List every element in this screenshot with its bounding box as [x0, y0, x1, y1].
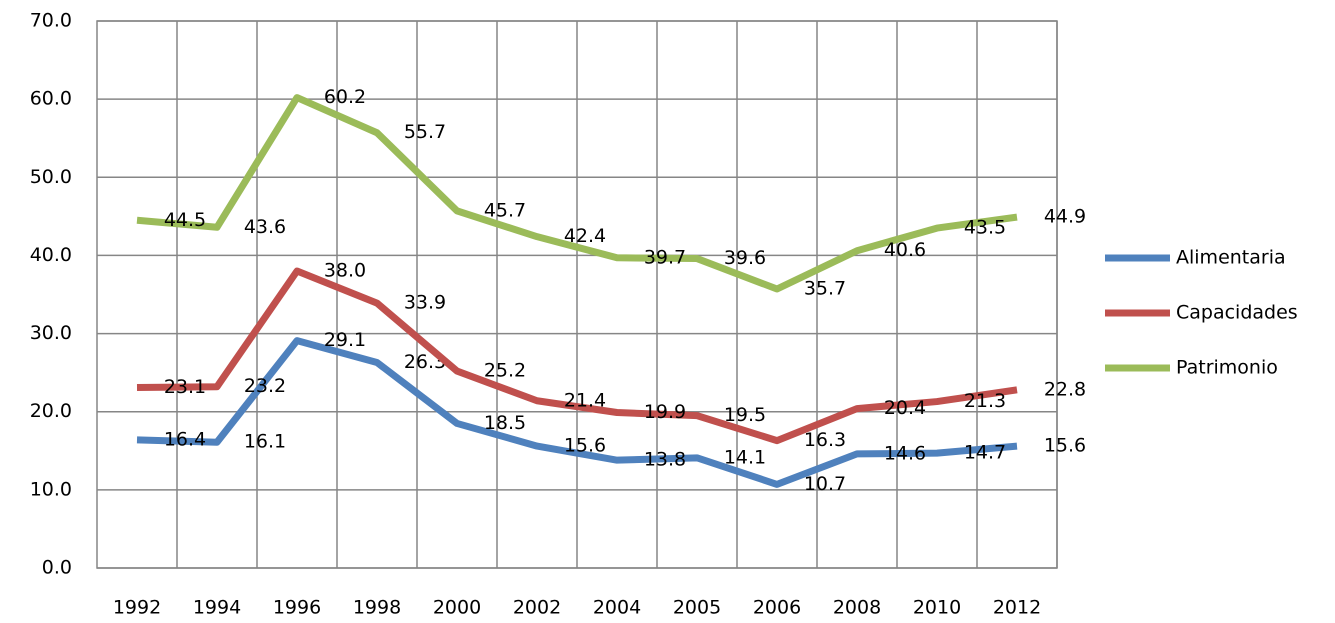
legend-label: Patrimonio [1176, 357, 1278, 379]
data-label: 14.1 [724, 446, 766, 468]
y-tick-label: 20.0 [30, 400, 72, 422]
data-label: 33.9 [404, 292, 446, 314]
data-label: 23.1 [164, 376, 206, 398]
y-tick-label: 60.0 [30, 88, 72, 110]
data-label: 19.9 [644, 401, 686, 423]
data-label: 44.5 [164, 209, 206, 231]
series-line [136, 267, 1018, 445]
y-tick-label: 40.0 [30, 244, 72, 266]
data-label: 21.4 [564, 389, 606, 411]
data-label: 10.7 [804, 473, 846, 495]
data-label: 14.6 [884, 442, 926, 464]
legend-label: Alimentaria [1176, 247, 1286, 269]
series-line [136, 337, 1018, 488]
y-tick-label: 70.0 [30, 10, 72, 32]
data-label: 13.8 [644, 449, 686, 471]
y-tick-label: 30.0 [30, 322, 72, 344]
x-tick-label: 2006 [753, 597, 801, 619]
data-label: 38.0 [324, 260, 366, 282]
data-label: 39.7 [644, 246, 686, 268]
x-tick-label: 1996 [273, 597, 321, 619]
x-tick-label: 2012 [993, 597, 1041, 619]
data-label: 35.7 [804, 278, 846, 300]
x-tick-label: 2004 [593, 597, 641, 619]
x-tick-label: 1998 [353, 597, 401, 619]
data-label: 40.6 [884, 239, 926, 261]
x-tick-label: 1992 [113, 597, 161, 619]
data-label: 15.6 [1044, 435, 1086, 457]
x-tick-label: 2005 [673, 597, 721, 619]
data-label: 16.4 [164, 428, 206, 450]
data-label: 60.2 [324, 86, 366, 108]
x-tick-label: 2002 [513, 597, 561, 619]
data-label: 14.7 [964, 442, 1006, 464]
data-label: 20.4 [884, 397, 926, 419]
series-line [136, 94, 1018, 293]
legend-label: Capacidades [1176, 302, 1298, 324]
data-label: 21.3 [964, 390, 1006, 412]
data-label: 43.6 [244, 216, 286, 238]
data-label: 22.8 [1044, 378, 1086, 400]
x-tick-label: 2010 [913, 597, 961, 619]
x-tick-label: 2000 [433, 597, 481, 619]
data-label: 15.6 [564, 435, 606, 457]
y-tick-label: 50.0 [30, 166, 72, 188]
data-label: 55.7 [404, 121, 446, 143]
data-label: 19.5 [724, 404, 766, 426]
data-label: 23.2 [244, 375, 286, 397]
data-label: 39.6 [724, 247, 766, 269]
data-label: 16.3 [804, 429, 846, 451]
data-label: 29.1 [324, 329, 366, 351]
data-label: 44.9 [1044, 206, 1086, 228]
data-label: 18.5 [484, 412, 526, 434]
data-label: 42.4 [564, 225, 606, 247]
data-label: 45.7 [484, 199, 526, 221]
plot-border [96, 20, 1058, 569]
y-tick-label: 10.0 [30, 478, 72, 500]
data-label: 25.2 [484, 360, 526, 382]
x-tick-label: 2008 [833, 597, 881, 619]
data-label: 16.1 [244, 431, 286, 453]
y-tick-label: 0.0 [42, 557, 72, 579]
data-label: 43.5 [964, 217, 1006, 239]
x-tick-label: 1994 [193, 597, 241, 619]
